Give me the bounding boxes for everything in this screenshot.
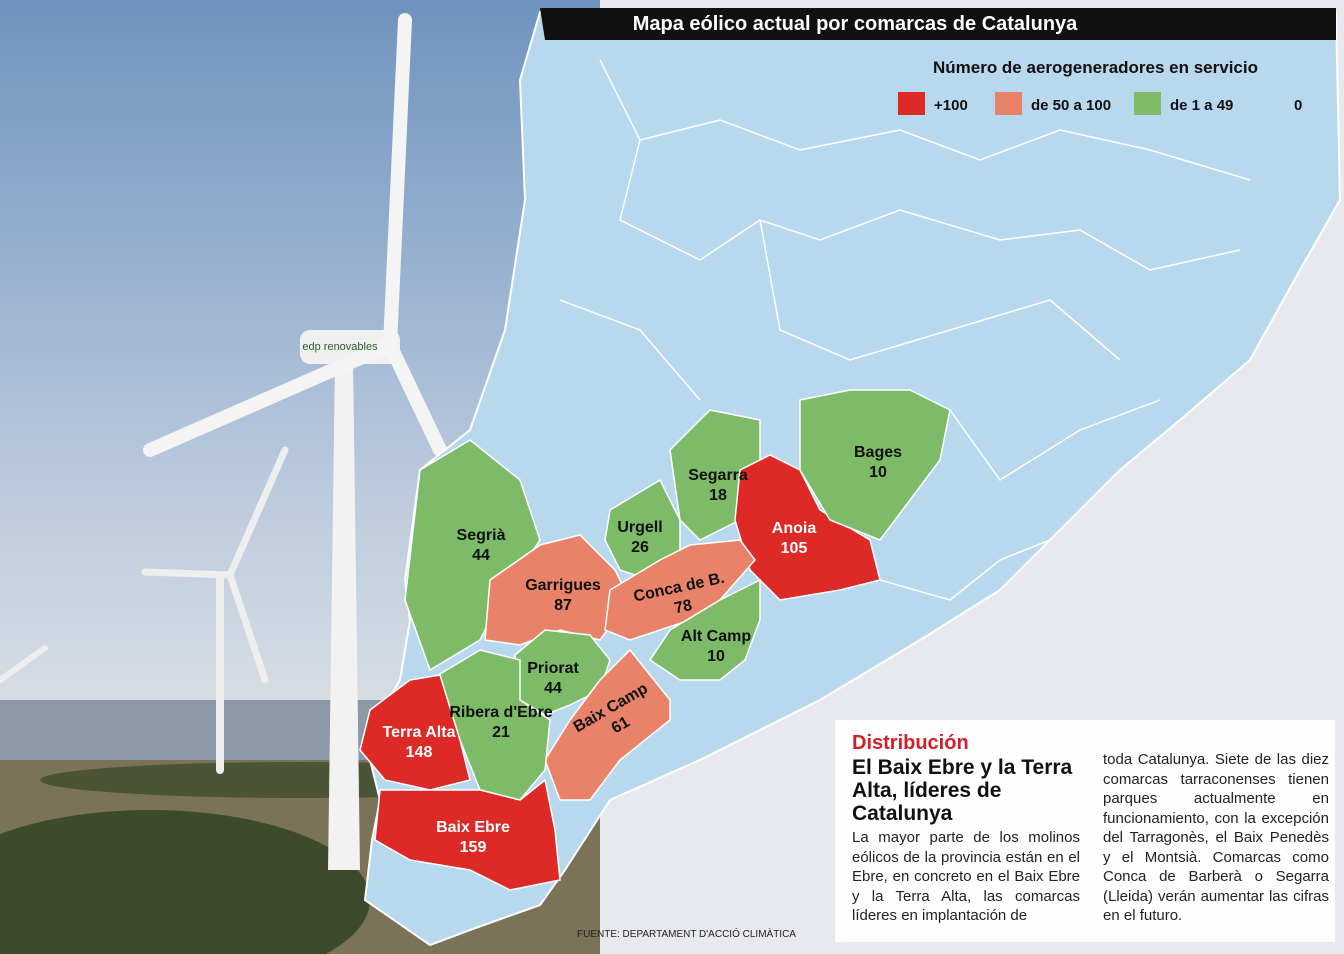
region-value: 21 — [492, 724, 510, 741]
legend-label: +100 — [934, 97, 968, 114]
region-value: 18 — [709, 487, 727, 504]
legend-swatch — [995, 92, 1022, 115]
article-box: Distribución El Baix Ebre y la Terra Alt… — [835, 720, 1335, 942]
legend-label: 0 — [1294, 97, 1302, 114]
article-column: La mayor parte de los molinos eólicos de… — [852, 828, 1080, 926]
region-value: 78 — [673, 597, 694, 617]
legend-title: Número de aerogeneradores en servicio — [933, 58, 1258, 77]
map-title: Mapa eólico actual por comarcas de Catal… — [633, 13, 1078, 35]
region-name: Segrià — [457, 527, 506, 544]
region-name: Anoia — [772, 520, 817, 537]
region-value: 44 — [472, 547, 490, 564]
region-value: 10 — [869, 464, 887, 481]
kicker: Distribución — [852, 732, 969, 755]
region-name: Terra Alta — [383, 724, 456, 741]
page: edp renovables Segrià 44 Garrigues 87 Urgell… — [0, 0, 1344, 954]
region-value: 87 — [554, 597, 572, 614]
photo-label: edp renovables — [302, 341, 378, 353]
legend-swatch — [1134, 92, 1161, 115]
region-value: 159 — [460, 839, 487, 856]
legend-swatch — [1258, 92, 1285, 115]
region-value: 148 — [406, 744, 433, 761]
source: FUENTE: DEPARTAMENT D'ACCIÓ CLIMÀTICA — [577, 927, 796, 940]
region-name: Segarra — [688, 467, 748, 484]
region-name: Urgell — [617, 519, 662, 536]
headline: El Baix Ebre y la Terra Alta, líderes de… — [852, 756, 1087, 825]
region-name: Bages — [854, 444, 902, 461]
legend-swatch — [898, 92, 925, 115]
region-name: Baix Ebre — [436, 819, 510, 836]
region-name: Ribera d'Ebre — [449, 704, 552, 721]
legend-label: de 1 a 49 — [1170, 97, 1233, 114]
region-value: 26 — [631, 539, 649, 556]
article-column: toda Catalunya. Siete de las diez comarc… — [1103, 750, 1329, 926]
region-value: 105 — [781, 540, 808, 557]
region-name: Priorat — [527, 660, 579, 677]
region-name: Garrigues — [525, 577, 601, 594]
legend-label: de 50 a 100 — [1031, 97, 1111, 114]
region-value: 10 — [707, 648, 725, 665]
region-name: Alt Camp — [681, 628, 751, 645]
region-value: 44 — [544, 680, 562, 697]
